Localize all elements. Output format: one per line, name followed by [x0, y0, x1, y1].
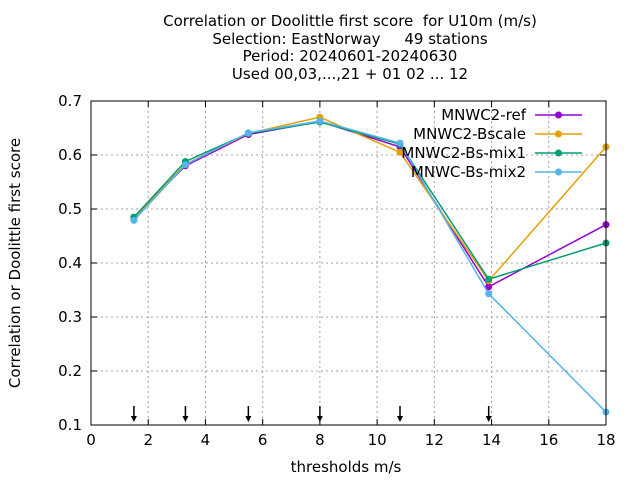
threshold-markers	[130, 406, 492, 422]
y-tick-label: 0.5	[58, 200, 82, 218]
x-axis-label: thresholds m/s	[291, 458, 402, 476]
series-group	[130, 113, 610, 416]
threshold-arrow-head	[245, 416, 252, 422]
x-tick-label: 4	[201, 431, 211, 449]
title-line-2: Selection: EastNorway 49 stations	[212, 29, 488, 48]
title-line-4: Used 00,03,...,21 + 01 02 ... 12	[231, 64, 469, 83]
series-mnwc-bs-mix2	[130, 117, 610, 416]
data-point	[396, 148, 404, 156]
legend-marker	[555, 111, 562, 119]
series-line	[133, 121, 607, 281]
data-point	[244, 129, 252, 137]
data-point	[181, 161, 189, 169]
threshold-arrow-head	[397, 416, 403, 422]
title-line-1: Correlation or Doolittle first score for…	[163, 12, 537, 30]
x-tick-label: 8	[315, 431, 325, 449]
legend-marker	[555, 168, 562, 176]
legend-marker	[555, 130, 562, 138]
threshold-arrow-head	[130, 416, 137, 422]
legend: MNWC2-refMNWC2-BscaleMNWC2-Bs-mix1MNWC-B…	[401, 106, 582, 181]
y-tick-label: 0.6	[58, 146, 82, 164]
x-tick-label: 10	[368, 431, 387, 449]
series-mnwc2-bs-mix1	[130, 118, 610, 283]
chart-title: Correlation or Doolittle first score for…	[0, 12, 640, 83]
x-tick-label: 18	[596, 431, 615, 449]
data-point	[485, 283, 493, 291]
x-tick-label: 12	[425, 431, 444, 449]
y-tick-label: 0.4	[58, 254, 82, 272]
y-tick-label: 0.3	[58, 308, 82, 326]
plot-frame	[90, 100, 607, 426]
data-point	[485, 290, 493, 298]
threshold-arrow-head	[485, 416, 492, 422]
x-tick-label: 16	[539, 431, 558, 449]
legend-label: MNWC2-Bscale	[413, 125, 526, 143]
data-point	[485, 275, 493, 283]
y-tick-label: 0.7	[58, 92, 82, 110]
grid-lines	[91, 101, 606, 425]
legend-label: MNWC-Bs-mix2	[411, 163, 526, 181]
axis-ticks: 0 2 4 6 8 10 12 14 16 18 0.1 0.2 0.3 0.4 0.5 0.6 0.7	[58, 92, 615, 449]
data-point	[130, 216, 138, 224]
y-tick-label: 0.1	[58, 416, 82, 434]
series-mnwc2-bscale	[130, 113, 610, 285]
x-tick-label: 6	[258, 431, 268, 449]
legend-label: MNWC2-Bs-mix1	[401, 144, 526, 162]
legend-label: MNWC2-ref	[441, 106, 526, 124]
data-point	[316, 117, 324, 125]
x-tick-label: 2	[143, 431, 153, 449]
series-line	[133, 120, 607, 413]
x-tick-label: 14	[482, 431, 501, 449]
series-line	[133, 120, 607, 288]
data-point	[396, 139, 404, 147]
legend-marker	[555, 149, 562, 157]
y-tick-label: 0.2	[58, 362, 82, 380]
threshold-arrow-head	[182, 416, 189, 422]
x-tick-label: 0	[86, 431, 96, 449]
y-axis-label: Correlation or Doolittle first score	[6, 138, 24, 388]
title-line-3: Period: 20240601-20240630	[242, 47, 458, 65]
series-line	[133, 116, 607, 283]
